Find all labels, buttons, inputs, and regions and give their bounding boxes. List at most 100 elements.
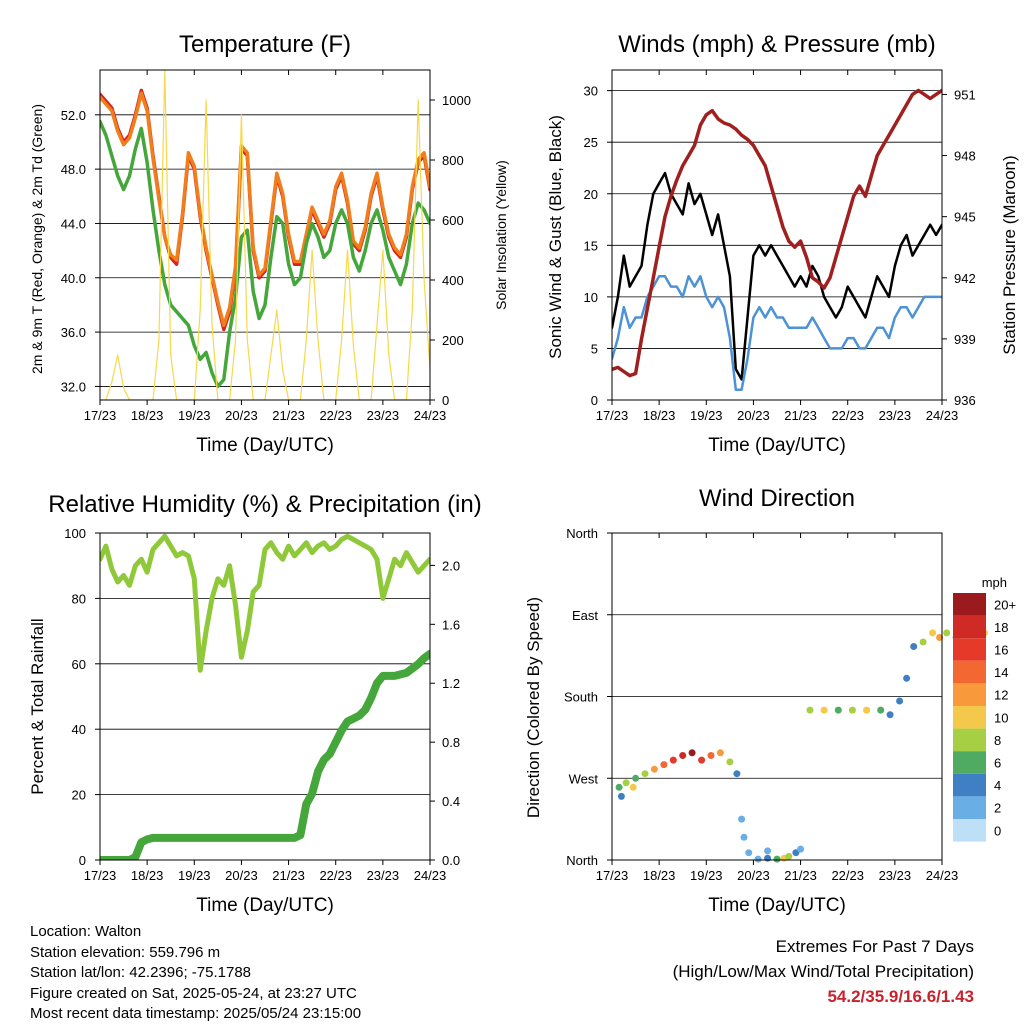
legend-title: mph [982,575,1007,590]
direction-point [733,770,741,778]
plot-frame [611,69,943,401]
y-axis-label: 2m & 9m T (Red, Orange) & 2m Td (Green) [29,104,45,374]
y2-tick-label: 0 [442,393,449,408]
recent-timestamp-text: Most recent data timestamp: 2025/05/24 2… [30,1005,362,1022]
direction-point [820,706,828,714]
direction-point [764,854,772,862]
y-tick-label: 0 [591,393,598,408]
legend-label: 10 [994,710,1008,725]
direction-point [632,774,640,782]
y2-tick-label: 200 [442,333,464,348]
extremes-box: Extremes For Past 7 Days (High/Low/Max W… [673,934,974,1009]
direction-point [773,855,781,863]
series-line-0 [612,171,942,381]
legend-swatch [953,706,986,729]
legend-label: 4 [994,778,1001,793]
series-line-3 [100,70,430,400]
y2-tick-label: 939 [954,332,976,347]
location-text: Location: Walton [30,923,142,940]
direction-point [877,706,885,714]
x-tick-label: 21/23 [272,868,305,883]
legend-swatch [953,638,986,661]
y-tick-label: North [566,526,598,541]
direction-point [943,629,951,637]
extremes-title: Extremes For Past 7 Days [775,937,974,956]
x-tick-label: 18/23 [131,408,164,423]
x-tick-label: 20/23 [737,868,770,883]
y-tick-label: East [572,608,598,623]
y2-tick-label: 942 [954,271,976,286]
legend-swatch [953,683,986,706]
y-tick-label: 15 [584,238,598,253]
y2-tick-label: 936 [954,393,976,408]
series-line-2 [612,88,942,378]
direction-point [919,638,927,646]
y2-tick-label: 1.6 [442,617,460,632]
panel-title: Winds (mph) & Pressure (mb) [618,31,935,58]
y-tick-label: 52.0 [61,108,86,123]
direction-point [738,815,746,823]
x-tick-label: 17/23 [596,868,629,883]
y-tick-label: 20 [584,187,598,202]
legend-swatch [953,751,986,774]
x-tick-label: 23/23 [367,868,400,883]
x-tick-label: 19/23 [690,408,723,423]
direction-point [629,783,637,791]
direction-point [764,847,772,855]
extremes-values: 54.2/35.9/16.6/1.43 [827,987,974,1006]
x-tick-label: 18/23 [643,868,676,883]
direction-point [806,706,814,714]
y2-tick-label: 948 [954,149,976,164]
y-tick-label: 10 [584,290,598,305]
x-tick-label: 20/23 [225,408,258,423]
plot-frame [611,532,943,861]
y2-axis-label: Station Pressure (Maroon) [1000,155,1019,354]
legend-label: 0 [994,823,1001,838]
x-tick-label: 21/23 [784,868,817,883]
y2-tick-label: 945 [954,210,976,225]
direction-point [660,761,668,769]
legend-swatch [953,593,986,616]
y-tick-label: 100 [64,526,86,541]
y-tick-label: North [566,853,598,868]
y2-tick-label: 0.0 [442,853,460,868]
y2-tick-label: 1.2 [442,676,460,691]
legend-label: 2 [994,801,1001,816]
y-tick-label: 30 [584,84,598,99]
series-line-0 [100,533,430,673]
x-tick-label: 24/23 [926,868,959,883]
x-tick-label: 17/23 [84,408,117,423]
direction-point [698,756,706,764]
legend-swatch [953,728,986,752]
direction-point [641,770,649,778]
legend-swatch [953,773,986,797]
series-line-1 [612,275,942,391]
direction-point [910,643,918,650]
direction-point [848,706,856,714]
created-text: Figure created on Sat, 2025-05-24, at 23… [30,984,357,1002]
direction-point [863,706,871,714]
legend-label: 12 [994,688,1008,703]
legend-label: 20+ [994,597,1016,612]
direction-point [688,749,696,757]
y2-tick-label: 600 [442,213,464,228]
direction-point [929,629,937,637]
plot-frame [99,532,431,861]
x-tick-label: 24/23 [414,868,447,883]
plot-frame [99,69,431,401]
panel-title: Wind Direction [699,485,855,512]
legend-label: 14 [994,665,1008,680]
extremes-subtitle: (High/Low/Max Wind/Total Precipitation) [672,962,974,981]
series-line-1 [100,91,430,328]
legend-label: 18 [994,620,1008,635]
y2-tick-label: 0.4 [442,794,460,809]
y-axis-label: Direction (Colored By Speed) [524,597,543,818]
x-tick-label: 19/23 [178,868,211,883]
y2-tick-label: 400 [442,273,464,288]
direction-point [896,697,904,705]
legend-swatch [953,796,986,819]
y-axis-label: Sonic Wind & Gust (Blue, Black) [546,115,565,359]
direction-point [622,779,630,787]
y-tick-label: 80 [72,591,86,606]
